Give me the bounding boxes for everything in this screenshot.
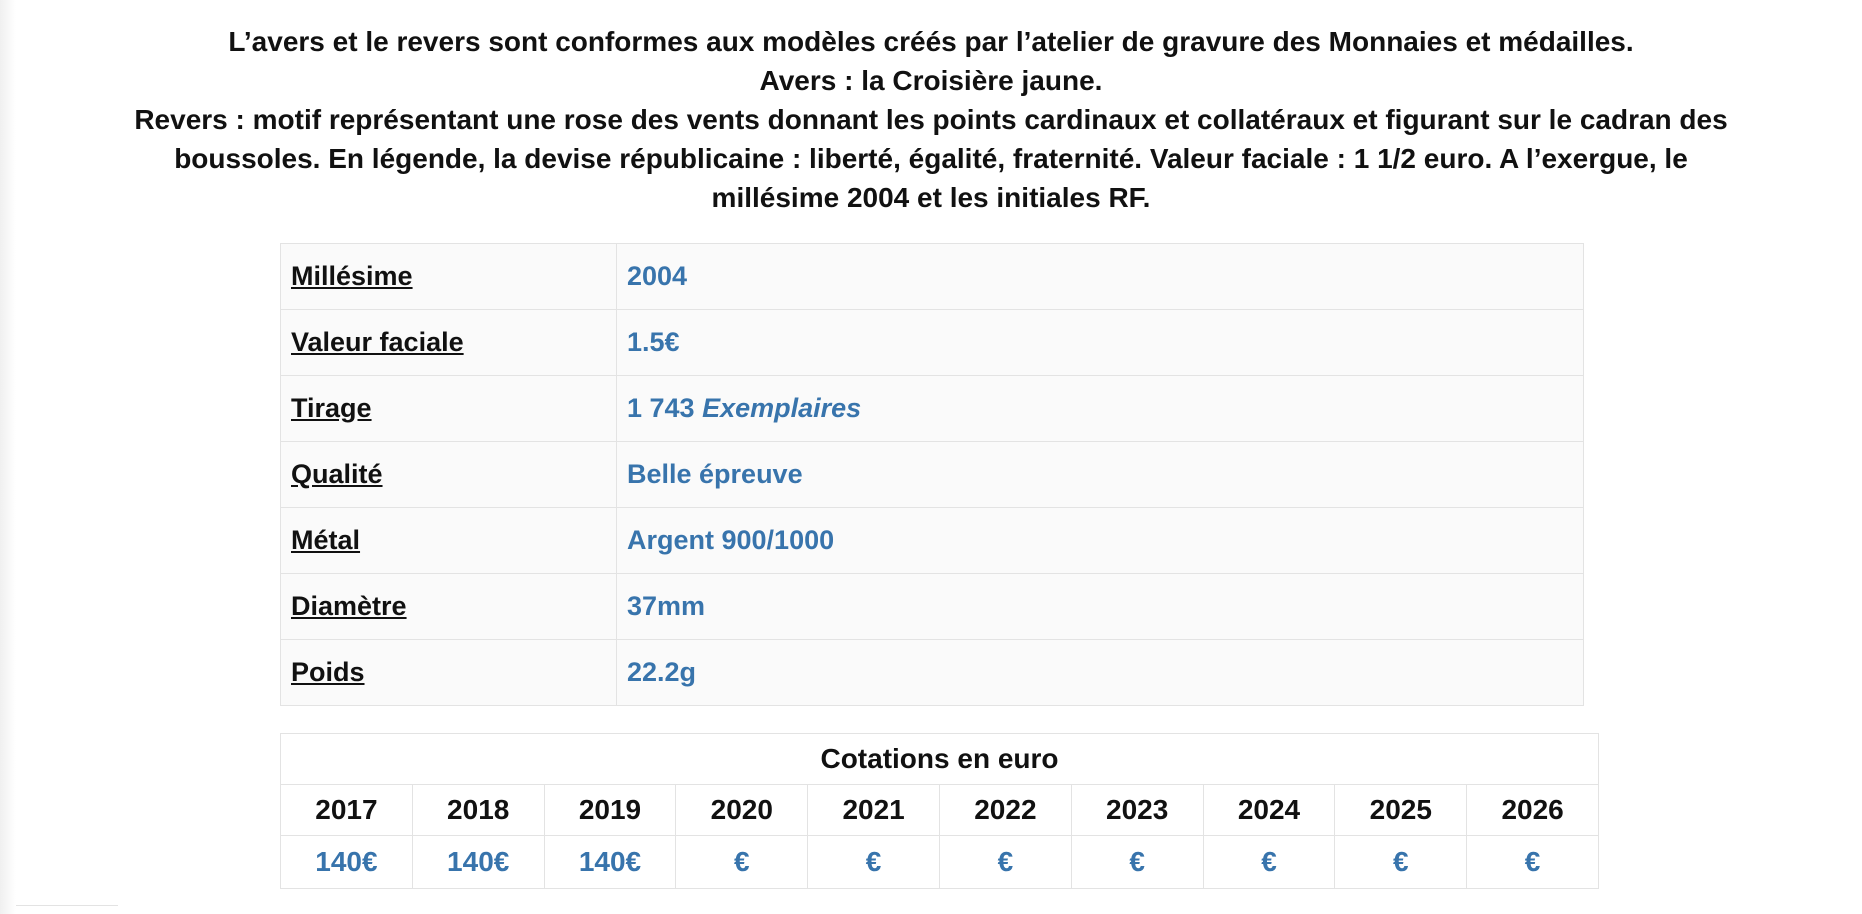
- description-line: millésime 2004 et les initiales RF.: [711, 182, 1151, 213]
- spec-value: Belle épreuve: [627, 459, 803, 489]
- spec-label: Poids: [280, 639, 617, 706]
- year: 2018: [411, 784, 545, 836]
- specs-table: Millésime 2004 Valeur faciale 1.5€ Tirage 1 7…: [280, 243, 1584, 706]
- spec-value: 22.2g: [627, 657, 697, 687]
- description-line: L’avers et le revers sont conformes aux …: [228, 26, 1634, 57]
- years-row: 2017 2018 2019 2020 2021 2022 2023 2024 2025 2026: [280, 784, 1599, 836]
- spec-row: Valeur faciale 1.5€: [280, 309, 1584, 376]
- price: 140€: [411, 835, 545, 889]
- spec-label: Qualité: [280, 441, 617, 508]
- year: 2026: [1466, 784, 1599, 836]
- year: 2025: [1334, 784, 1468, 836]
- spec-row: Poids 22.2g: [280, 639, 1584, 706]
- spec-unit: Exemplaires: [702, 393, 862, 423]
- price: €: [1334, 835, 1468, 889]
- spec-value-cell: 2004: [616, 243, 1584, 310]
- spec-value-cell: 22.2g: [616, 639, 1584, 706]
- description-line: Avers : la Croisière jaune.: [759, 65, 1103, 96]
- year: 2024: [1202, 784, 1336, 836]
- description: L’avers et le revers sont conformes aux …: [0, 22, 1862, 217]
- year: 2020: [675, 784, 809, 836]
- spec-value: 37mm: [627, 591, 706, 621]
- spec-label: Métal: [280, 507, 617, 574]
- prices-row: 140€ 140€ 140€ € € € € € € €: [280, 835, 1599, 889]
- spec-label: Valeur faciale: [280, 309, 617, 376]
- spec-value-cell: 1 743 Exemplaires: [616, 375, 1584, 442]
- spec-row: Millésime 2004: [280, 243, 1584, 310]
- price: €: [1070, 835, 1204, 889]
- spec-label: Diamètre: [280, 573, 617, 640]
- year: 2022: [938, 784, 1072, 836]
- price: 140€: [543, 835, 677, 889]
- spec-row: Qualité Belle épreuve: [280, 441, 1584, 508]
- price: €: [1466, 835, 1599, 889]
- spec-value: 1.5€: [627, 327, 680, 357]
- year: 2023: [1070, 784, 1204, 836]
- price: €: [675, 835, 809, 889]
- description-line: boussoles. En légende, la devise républi…: [174, 143, 1688, 174]
- spec-value: 1 743: [627, 393, 695, 423]
- year: 2021: [807, 784, 940, 836]
- spec-row: Tirage 1 743 Exemplaires: [280, 375, 1584, 442]
- price: €: [1202, 835, 1336, 889]
- quotes-title: Cotations en euro: [280, 733, 1599, 785]
- spec-row: Métal Argent 900/1000: [280, 507, 1584, 574]
- spec-value: Argent 900/1000: [627, 525, 835, 555]
- price: €: [807, 835, 940, 889]
- side-shade: [0, 0, 16, 914]
- price: 140€: [280, 835, 413, 889]
- spec-value: 2004: [627, 261, 688, 291]
- price: €: [938, 835, 1072, 889]
- spec-label: Tirage: [280, 375, 617, 442]
- year: 2019: [543, 784, 677, 836]
- spec-value-cell: Belle épreuve: [616, 441, 1584, 508]
- footer-rule: [16, 905, 118, 906]
- spec-value-cell: 1.5€: [616, 309, 1584, 376]
- quotes-table: Cotations en euro 2017 2018 2019 2020 2021 20…: [280, 733, 1599, 889]
- spec-row: Diamètre 37mm: [280, 573, 1584, 640]
- year: 2017: [280, 784, 413, 836]
- description-line: Revers : motif représentant une rose des…: [134, 104, 1728, 135]
- spec-value-cell: 37mm: [616, 573, 1584, 640]
- spec-label: Millésime: [280, 243, 617, 310]
- spec-value-cell: Argent 900/1000: [616, 507, 1584, 574]
